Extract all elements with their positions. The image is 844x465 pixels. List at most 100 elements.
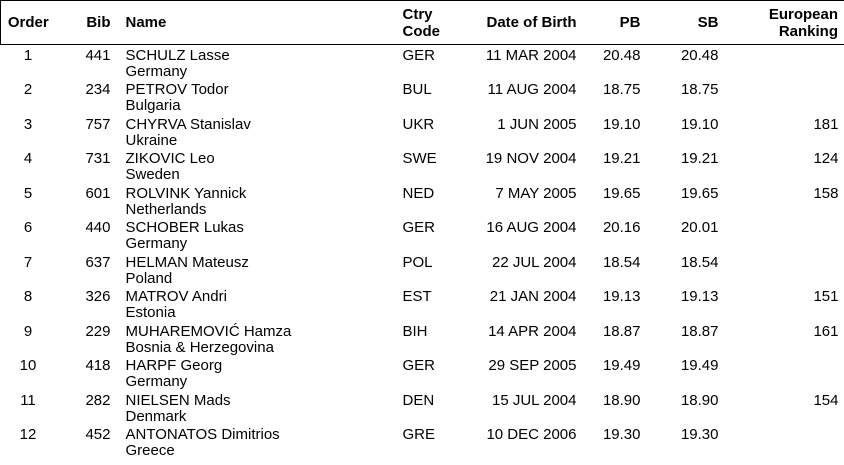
col-header-date-of-birth: Date of Birth [470, 0, 579, 45]
cell-name: PETROV Todor Bulgaria [113, 80, 396, 115]
table-row: 8 326 MATROV Andri Estonia EST 21 JAN 20… [1, 287, 844, 322]
col-header-bib: Bib [55, 0, 113, 45]
athlete-name: ROLVINK Yannick [125, 184, 247, 202]
cell-bib: 637 [85, 253, 111, 271]
cell-pb: 19.10 [602, 115, 641, 133]
header-row: Order Bib Name Ctry Code Date of Birth P… [0, 0, 844, 45]
cell-order: 3 [23, 115, 33, 133]
cell-european-ranking: 151 [813, 288, 839, 305]
cell-order: 9 [23, 322, 33, 340]
table-row: 10 418 HARPF Georg Germany GER 29 SEP 20… [1, 356, 844, 391]
table-row: 4 731 ZIKOVIC Leo Sweden SWE 19 NOV 2004… [1, 149, 844, 184]
cell-bib: 731 [85, 150, 111, 167]
cell-bib: 441 [85, 46, 111, 64]
cell-name: ZIKOVIC Leo Sweden [113, 149, 396, 184]
table-row: 5 601 ROLVINK Yannick Netherlands NED 7 … [1, 183, 844, 218]
cell-name: HARPF Georg Germany [113, 356, 396, 391]
cell-pb: 19.13 [602, 288, 641, 305]
cell-bib: 418 [85, 357, 111, 374]
cell-country-code: BIH [402, 322, 428, 340]
cell-name: MATROV Andri Estonia [113, 287, 396, 322]
cell-bib: 326 [85, 288, 111, 305]
cell-pb: 19.30 [602, 426, 641, 443]
cell-pb: 20.16 [602, 219, 641, 236]
table-row: 12 452 ANTONATOS Dimitrios Greece GRE 10… [1, 425, 844, 460]
cell-country-code: GER [402, 357, 436, 374]
athlete-name: HELMAN Mateusz [125, 253, 249, 271]
cell-pb: 20.48 [602, 46, 641, 64]
cell-order: 11 [20, 391, 36, 409]
col-header-order: Order [0, 0, 56, 45]
athlete-country: Greece [125, 442, 175, 459]
athlete-name: ANTONATOS Dimitrios [125, 426, 280, 443]
cell-date-of-birth: 7 MAY 2005 [495, 184, 577, 202]
cell-date-of-birth: 22 JUL 2004 [491, 253, 577, 271]
table-row: 2 234 PETROV Todor Bulgaria BUL 11 AUG 2… [1, 80, 844, 115]
cell-date-of-birth: 15 JUL 2004 [491, 391, 577, 409]
cell-sb: 19.65 [680, 184, 719, 202]
cell-european-ranking [721, 425, 844, 460]
athlete-country: Germany [125, 373, 188, 390]
cell-name: SCHOBER Lukas Germany [113, 218, 396, 253]
cell-order: 6 [23, 219, 33, 236]
cell-date-of-birth: 19 NOV 2004 [485, 150, 577, 167]
cell-pb: 18.75 [602, 81, 641, 98]
cell-country-code: UKR [402, 115, 435, 133]
cell-order: 4 [23, 150, 33, 167]
cell-european-ranking: 158 [813, 184, 839, 202]
cell-name: ANTONATOS Dimitrios Greece [113, 425, 396, 460]
table-row: 1 441 SCHULZ Lasse Germany GER 11 MAR 20… [1, 45, 844, 80]
cell-bib: 757 [85, 115, 111, 133]
athlete-country: Ukraine [125, 131, 178, 149]
cell-bib: 440 [85, 219, 111, 236]
cell-bib: 452 [85, 426, 111, 443]
cell-country-code: DEN [402, 391, 435, 409]
cell-sb: 18.90 [680, 391, 719, 409]
cell-date-of-birth: 14 APR 2004 [488, 322, 577, 340]
cell-date-of-birth: 11 MAR 2004 [485, 46, 577, 64]
athlete-country: Sweden [125, 166, 180, 183]
cell-date-of-birth: 29 SEP 2005 [488, 357, 577, 374]
athlete-name: MUHAREMOVIĆ Hamza [125, 322, 292, 340]
cell-european-ranking: 124 [813, 150, 839, 167]
cell-name: SCHULZ Lasse Germany [113, 45, 396, 80]
cell-order: 5 [23, 184, 33, 202]
cell-bib: 282 [85, 391, 111, 409]
table-row: 3 757 CHYRVA Stanislav Ukraine UKR 1 JUN… [1, 114, 844, 149]
cell-bib: 234 [85, 81, 111, 98]
cell-sb: 20.01 [680, 219, 719, 236]
cell-european-ranking [721, 80, 844, 115]
cell-european-ranking [721, 356, 844, 391]
table-row: 11 282 NIELSEN Mads Denmark DEN 15 JUL 2… [1, 390, 844, 425]
athlete-country: Germany [125, 62, 188, 80]
athlete-country: Bulgaria [125, 97, 181, 114]
cell-order: 10 [19, 357, 37, 374]
col-header-name: Name [112, 0, 396, 45]
cell-sb: 18.87 [680, 322, 719, 340]
cell-european-ranking: 161 [813, 322, 839, 340]
cell-sb: 19.49 [680, 357, 719, 374]
athlete-country: Poland [125, 269, 173, 287]
cell-order: 7 [23, 253, 33, 271]
cell-country-code: GRE [402, 426, 436, 443]
col-header-sb: SB [642, 0, 721, 45]
athlete-name: HARPF Georg [125, 357, 223, 374]
cell-sb: 19.10 [680, 115, 719, 133]
table-row: 7 637 HELMAN Mateusz Poland POL 22 JUL 2… [1, 252, 844, 287]
cell-country-code: GER [402, 46, 436, 64]
cell-date-of-birth: 16 AUG 2004 [486, 219, 577, 236]
cell-pb: 18.54 [602, 253, 641, 271]
cell-bib: 601 [85, 184, 111, 202]
athlete-country: Netherlands [125, 200, 207, 218]
cell-order: 12 [19, 426, 37, 443]
cell-order: 8 [23, 288, 33, 305]
cell-name: MUHAREMOVIĆ Hamza Bosnia & Herzegovina [113, 321, 396, 356]
cell-name: CHYRVA Stanislav Ukraine [113, 114, 396, 149]
cell-country-code: EST [402, 288, 432, 305]
cell-country-code: NED [402, 184, 435, 202]
cell-european-ranking [721, 45, 844, 80]
table-row: 6 440 SCHOBER Lukas Germany GER 16 AUG 2… [1, 218, 844, 253]
cell-country-code: POL [402, 253, 433, 271]
